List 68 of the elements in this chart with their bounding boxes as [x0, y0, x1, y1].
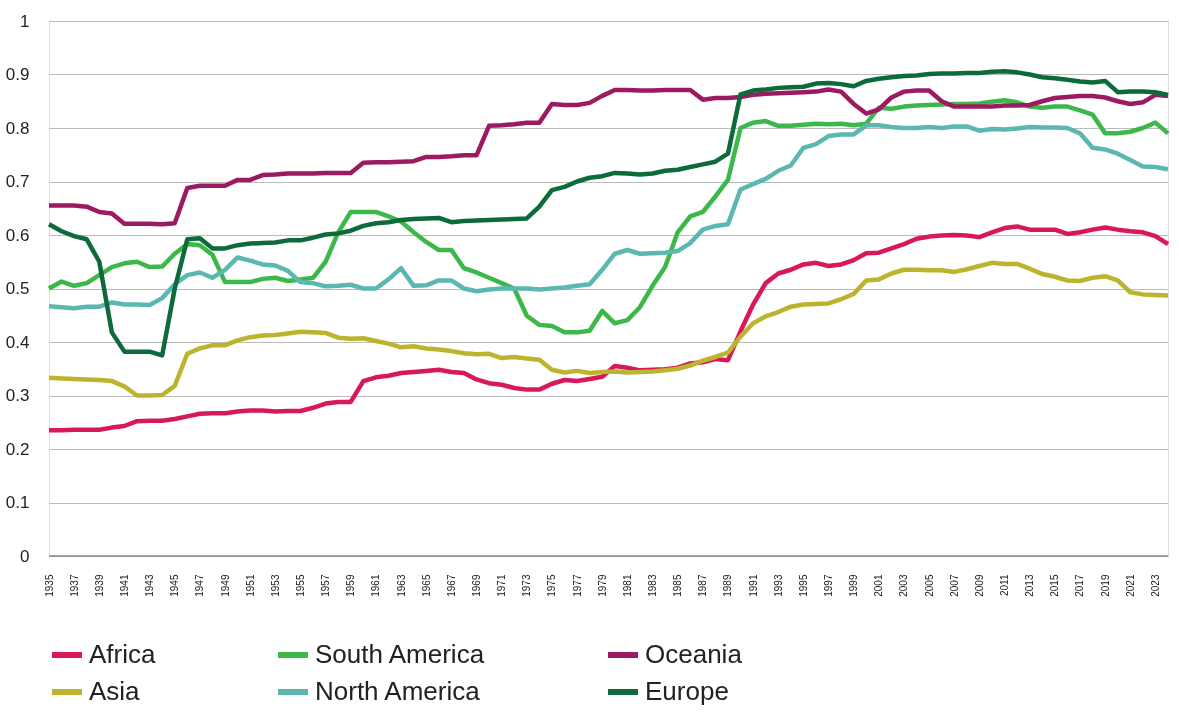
- x-tick-label: 1969: [470, 574, 482, 597]
- x-tick-label: 2017: [1074, 574, 1086, 597]
- y-tick-label: 0.1: [5, 493, 30, 512]
- y-tick-label: 0.4: [5, 332, 30, 352]
- x-tick-label: 1939: [93, 574, 105, 597]
- x-tick-label: 1943: [144, 574, 156, 597]
- y-tick-label: 0.8: [5, 118, 30, 138]
- x-tick-label: 2013: [1024, 574, 1036, 597]
- x-tick-label: 1951: [244, 574, 256, 597]
- x-tick-label: 1961: [370, 574, 382, 597]
- y-tick-label: 0.9: [5, 65, 30, 84]
- x-tick-label: 2009: [973, 574, 985, 597]
- x-tick-label: 2005: [923, 574, 935, 597]
- y-tick-label: 0.5: [5, 279, 30, 298]
- x-tick-label: 1981: [621, 574, 633, 597]
- line-series: [46, 123, 1171, 311]
- x-tick-label: 1967: [445, 574, 457, 597]
- x-tick-label: 2011: [999, 574, 1011, 597]
- x-tick-label: 1937: [68, 574, 80, 597]
- y-tick-label: 0.3: [5, 386, 30, 405]
- x-tick-label: 1945: [169, 574, 181, 597]
- line-series: [46, 260, 1171, 398]
- x-tick-label: 2003: [898, 574, 910, 597]
- legend-label: Asia: [89, 676, 141, 706]
- x-tick-label: 1999: [848, 574, 860, 597]
- y-tick-label: 1: [20, 11, 30, 31]
- x-tick-label: 1959: [345, 574, 357, 597]
- x-tick-label: 1953: [269, 574, 281, 597]
- legend-label: North America: [315, 676, 481, 706]
- x-tick-label: 1935: [43, 574, 55, 597]
- line-series: [46, 87, 1171, 227]
- y-tick-label: 0.6: [5, 225, 30, 245]
- x-tick-label: 1991: [747, 574, 759, 597]
- x-tick-label: 1965: [420, 574, 432, 597]
- x-tick-label: 1995: [797, 574, 809, 597]
- line-series: [46, 224, 1171, 433]
- x-tick-label: 1997: [823, 574, 835, 597]
- x-tick-label: 2001: [873, 574, 885, 597]
- x-tick-label: 1949: [219, 574, 231, 597]
- x-tick-label: 2015: [1049, 574, 1061, 597]
- line-series: [46, 97, 1171, 335]
- x-tick-label: 1993: [772, 574, 784, 597]
- x-tick-label: 1941: [118, 574, 130, 597]
- x-tick-label: 1983: [647, 574, 659, 597]
- legend-label: Africa: [89, 639, 156, 669]
- x-tick-label: 1977: [571, 574, 583, 597]
- x-tick-label: 1955: [294, 574, 306, 597]
- x-tick-label: 1947: [194, 574, 206, 597]
- x-tick-label: 1957: [320, 574, 332, 597]
- legend-label: South America: [315, 639, 485, 669]
- y-tick-label: 0.2: [5, 439, 30, 459]
- x-tick-label: 2019: [1099, 574, 1111, 597]
- x-tick-label: 2007: [948, 574, 960, 597]
- x-tick-label: 1987: [697, 574, 709, 597]
- y-tick-label: 0: [20, 546, 30, 566]
- x-tick-label: 1979: [596, 574, 608, 597]
- line-series: [46, 69, 1171, 358]
- x-tick-label: 2023: [1149, 574, 1161, 597]
- legend-label: Oceania: [645, 639, 743, 669]
- x-tick-label: 1973: [521, 574, 533, 597]
- x-tick-label: 1963: [395, 574, 407, 597]
- x-tick-label: 1975: [546, 574, 558, 597]
- x-tick-label: 2021: [1124, 574, 1136, 597]
- y-tick-label: 0.7: [5, 172, 30, 191]
- legend-label: Europe: [645, 676, 729, 706]
- x-tick-label: 1971: [496, 574, 508, 597]
- x-tick-label: 1985: [672, 574, 684, 597]
- x-tick-label: 1989: [722, 574, 734, 597]
